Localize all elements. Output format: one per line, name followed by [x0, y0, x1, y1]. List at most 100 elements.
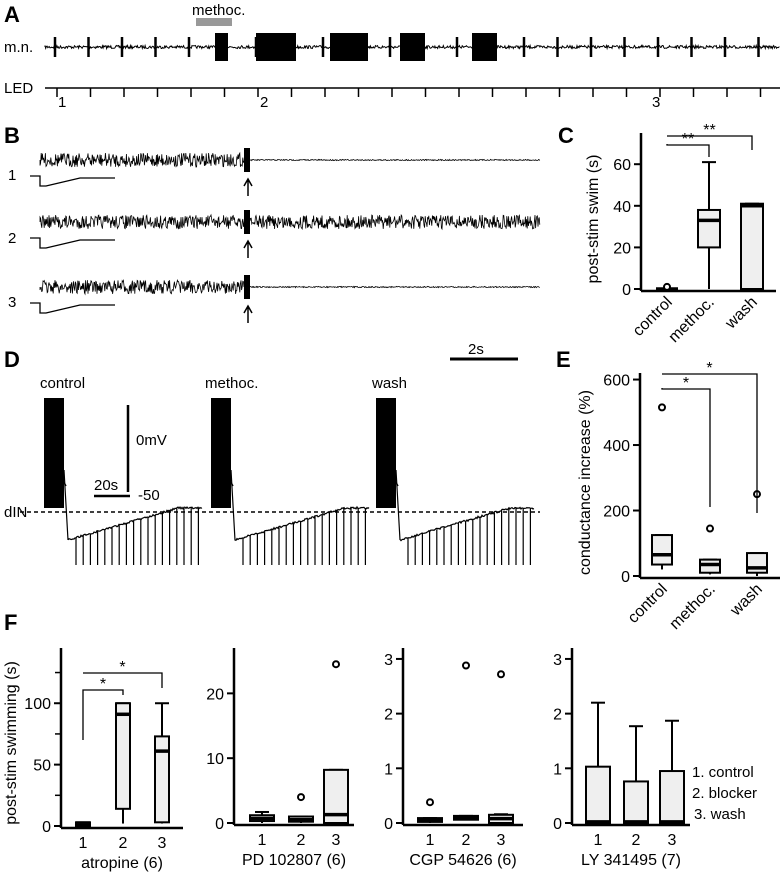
- y-tick-label: 0: [622, 282, 631, 299]
- x-tick-label: 3: [332, 832, 341, 849]
- box: [697, 208, 721, 249]
- swim-trace-2: [39, 213, 541, 231]
- outlier-point: [332, 660, 340, 669]
- x-tick-label: wash: [722, 294, 761, 333]
- time-scale-label: 2s: [468, 341, 484, 358]
- x-tick-label: 1: [426, 832, 435, 849]
- y-tick-label: 0: [553, 816, 562, 833]
- y-axis-label: post-stim swimming (s): [3, 661, 20, 825]
- significance-marker: *: [119, 659, 125, 676]
- legend-item-3: 3. wash: [694, 806, 746, 823]
- y-tick-label: 20: [206, 686, 224, 703]
- up-arrow-icon: [243, 304, 253, 323]
- voltage-scale-bottom: -50: [138, 487, 160, 504]
- box: [585, 765, 611, 824]
- y-tick-label: 200: [603, 504, 630, 521]
- x-tick-label: 1: [258, 832, 267, 849]
- epoch-label-3: 3: [652, 94, 660, 111]
- up-arrow-icon: [224, 477, 234, 498]
- x-tick-label: 2: [632, 832, 641, 849]
- y-tick-label: 100: [24, 696, 51, 713]
- outlier-point: [658, 403, 666, 412]
- y-tick-label: 1: [384, 761, 393, 778]
- swim-burst: [215, 33, 228, 61]
- significance-marker: *: [100, 676, 106, 693]
- spike-train: [376, 398, 396, 508]
- x-tick-label: 3: [158, 835, 167, 852]
- y-tick-label: 600: [603, 373, 630, 390]
- y-axis-label: conductance increase (%): [577, 390, 594, 575]
- trace-label-led: LED: [4, 80, 33, 97]
- outlier-point: [497, 670, 505, 679]
- epoch-label-1: 1: [58, 94, 66, 111]
- drug-application-bar: [196, 18, 232, 26]
- y-tick-label: 3: [553, 652, 562, 669]
- swim-burst: [256, 33, 296, 61]
- stimulus-protocol-icon: [30, 175, 115, 187]
- significance-bracket: [666, 144, 710, 157]
- cell-label: dIN: [4, 504, 27, 521]
- significance-marker: *: [683, 375, 689, 392]
- significance-bracket: [82, 689, 124, 740]
- panel-label-d: D: [4, 347, 20, 372]
- voltage-scale-top: 0mV: [136, 432, 167, 449]
- y-tick-label: 1: [553, 761, 562, 778]
- y-tick-label: 2: [553, 707, 562, 724]
- x-tick-label: 3: [668, 832, 677, 849]
- row-label-2: 2: [8, 230, 16, 247]
- y-tick-label: 20: [613, 240, 631, 257]
- box: [659, 770, 685, 824]
- stimulus-artifact: [244, 210, 250, 234]
- panel-label-f: F: [4, 610, 17, 635]
- box: [154, 735, 170, 824]
- significance-bracket: [667, 135, 753, 150]
- box: [746, 552, 768, 574]
- x-axis-label: LY 341495 (7): [581, 852, 681, 869]
- up-arrow-icon: [243, 177, 253, 196]
- x-tick-label: 2: [297, 832, 306, 849]
- up-arrow-icon: [57, 477, 67, 498]
- y-tick-label: 0: [42, 819, 51, 836]
- significance-marker: **: [682, 131, 694, 148]
- legend-item-2: 2. blocker: [692, 785, 757, 802]
- y-tick-label: 0: [621, 569, 630, 586]
- x-axis-label: atropine (6): [81, 855, 163, 872]
- y-tick-label: 0: [215, 816, 224, 833]
- x-tick-label: wash: [727, 581, 766, 620]
- x-tick-label: methoc.: [666, 294, 718, 346]
- box: [623, 780, 649, 824]
- x-tick-label: 2: [462, 832, 471, 849]
- panel-label-e: E: [556, 347, 571, 372]
- membrane-trace: [63, 469, 203, 541]
- x-tick-label: methoc.: [667, 581, 719, 633]
- box: [740, 202, 764, 290]
- stimulus-artifact: [244, 275, 250, 299]
- significance-bracket: [661, 388, 711, 507]
- epoch-label-2: 2: [260, 94, 268, 111]
- outlier-point: [426, 798, 434, 807]
- x-tick-label: 2: [119, 835, 128, 852]
- outlier-point: [297, 793, 305, 802]
- condition-label-wash: wash: [371, 375, 407, 392]
- condition-label-control: control: [40, 375, 85, 392]
- swim-burst: [330, 33, 368, 61]
- x-axis-label: CGP 54626 (6): [409, 852, 516, 869]
- x-tick-label: control: [625, 581, 671, 627]
- box: [651, 534, 673, 566]
- trace-label-mn: m.n.: [4, 39, 33, 56]
- y-tick-label: 50: [33, 758, 51, 775]
- condition-label-methoc: methoc.: [205, 375, 258, 392]
- y-tick-label: 40: [613, 199, 631, 216]
- legend-item-1: 1. control: [692, 764, 754, 781]
- up-arrow-icon: [243, 239, 253, 258]
- swim-burst: [472, 33, 497, 61]
- y-tick-label: 60: [613, 157, 631, 174]
- outlier-point: [706, 524, 714, 533]
- x-tick-label: 1: [594, 832, 603, 849]
- panel-label-a: A: [4, 2, 20, 27]
- up-arrow-icon: [389, 477, 399, 498]
- y-tick-label: 0: [384, 816, 393, 833]
- swim-trace-1: [39, 151, 541, 168]
